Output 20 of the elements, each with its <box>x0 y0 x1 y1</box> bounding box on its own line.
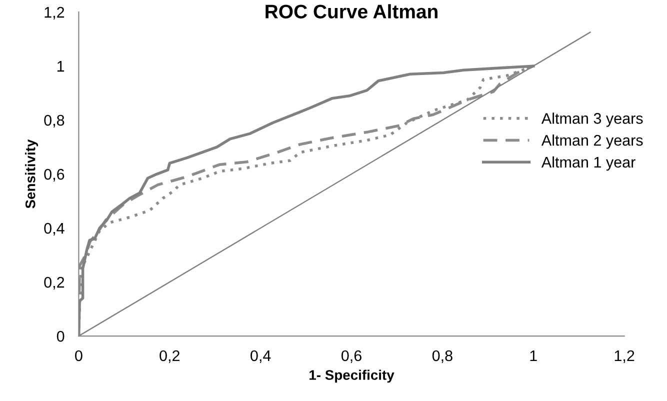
x-tick-label: 0,8 <box>432 350 452 363</box>
y-tick-label: 0,4 <box>44 222 64 236</box>
x-tick-label: 0 <box>75 350 82 362</box>
y-tick-label: 1 <box>57 61 64 72</box>
y-tick-label: 0,8 <box>44 114 64 128</box>
legend-label: Altman 3 years <box>541 112 643 127</box>
y-tick-label: 0,6 <box>44 168 64 182</box>
x-tick-label: 0,4 <box>250 350 271 363</box>
legend-label: Altman 1 year <box>541 156 636 171</box>
legend-label: Altman 2 years <box>541 134 643 149</box>
y-tick-label: 1,2 <box>44 6 64 20</box>
x-tick-label: 0,6 <box>341 350 362 363</box>
x-axis-title: 1- Specificity <box>310 370 394 383</box>
chart-title: ROC Curve Altman <box>266 4 438 18</box>
y-tick-label: 0 <box>56 330 64 342</box>
y-axis-title: Sensitivity <box>25 139 38 208</box>
y-tick-label: 0,2 <box>44 276 64 290</box>
x-tick-label: 0,2 <box>160 350 180 363</box>
x-tick-label: 1,2 <box>614 350 634 363</box>
x-tick-label: 1 <box>530 350 537 361</box>
